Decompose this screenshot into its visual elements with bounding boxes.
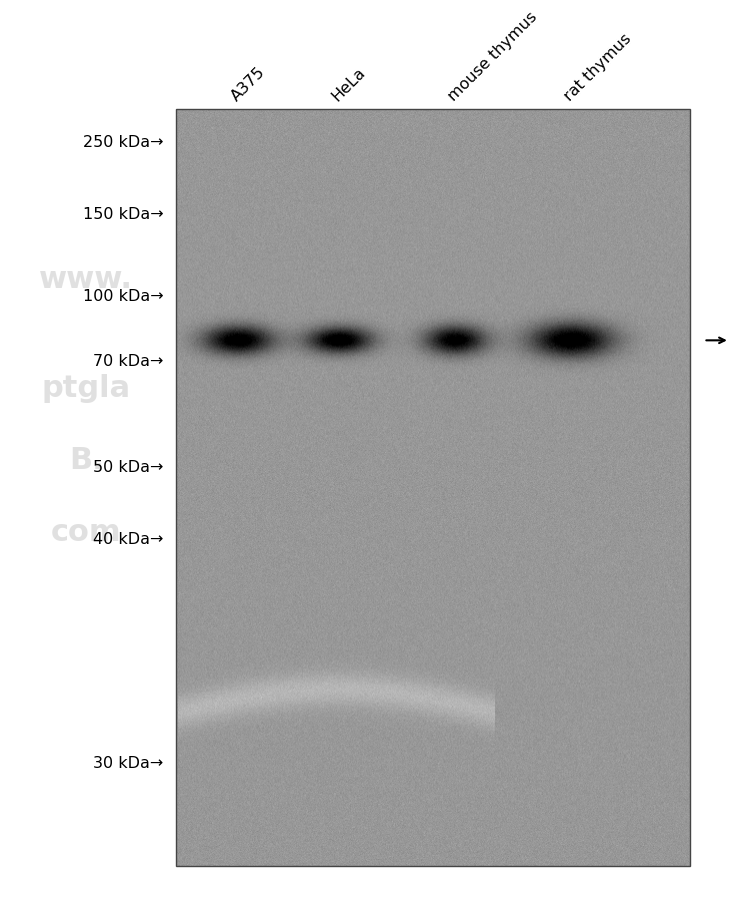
Text: rat thymus: rat thymus [561, 31, 634, 104]
Text: 70 kDa→: 70 kDa→ [93, 354, 164, 368]
Bar [176, 110, 690, 866]
Text: mouse thymus: mouse thymus [446, 9, 540, 104]
Text: 40 kDa→: 40 kDa→ [93, 532, 164, 547]
Text: B.: B. [69, 446, 104, 474]
Text: ptgla: ptgla [42, 373, 130, 402]
Text: 100 kDa→: 100 kDa→ [82, 289, 164, 303]
Text: 150 kDa→: 150 kDa→ [82, 207, 164, 222]
Text: com: com [51, 518, 122, 547]
Text: 50 kDa→: 50 kDa→ [93, 460, 164, 474]
Text: 250 kDa→: 250 kDa→ [83, 135, 164, 150]
Text: A375: A375 [228, 64, 268, 104]
Text: 30 kDa→: 30 kDa→ [93, 755, 164, 769]
Text: www.: www. [39, 265, 134, 294]
Text: HeLa: HeLa [329, 64, 368, 104]
